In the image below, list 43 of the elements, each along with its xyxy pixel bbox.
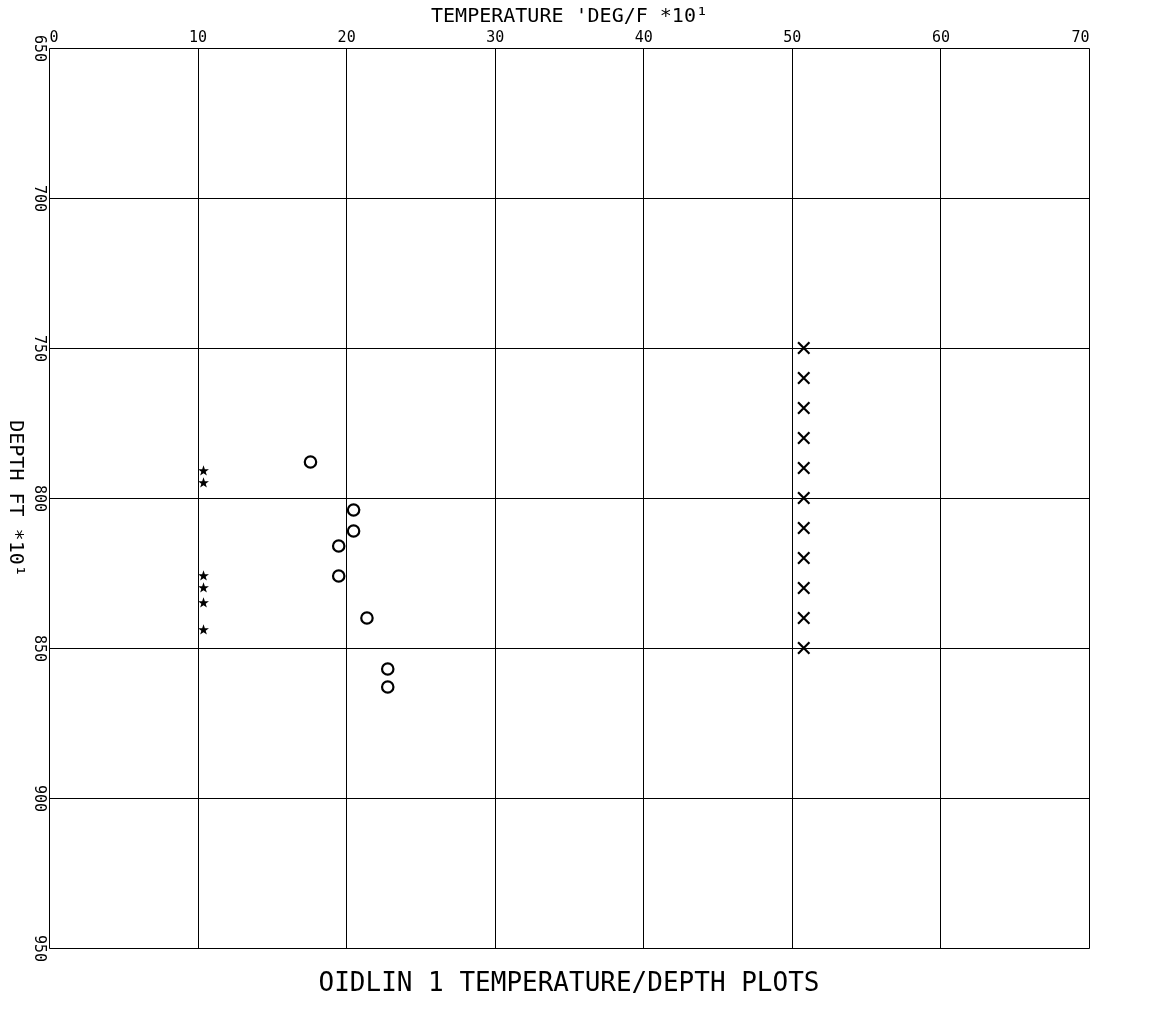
point (796, 461, 811, 475)
x-tick-label: 60 (931, 27, 950, 46)
point (796, 581, 811, 595)
point (796, 401, 811, 415)
x-tick-label: 20 (337, 27, 356, 46)
point (331, 569, 346, 583)
point (198, 624, 209, 635)
x-tick-label: 0 (49, 27, 59, 46)
point (796, 611, 811, 625)
point (198, 582, 209, 593)
point (796, 341, 811, 355)
y-tick-label: 700 (30, 184, 49, 213)
x-tick-label: 40 (634, 27, 653, 46)
y-axis-title: DEPTH FT *10¹ (4, 420, 29, 577)
y-tick-label: 800 (30, 484, 49, 513)
point (198, 597, 209, 608)
x-tick-label: 50 (783, 27, 802, 46)
point (198, 570, 209, 581)
x-tick-label: 10 (189, 27, 208, 46)
point (796, 551, 811, 565)
point (796, 491, 811, 505)
point (796, 641, 811, 655)
point (346, 524, 361, 538)
point (360, 611, 374, 625)
point (380, 662, 395, 676)
text: OIDLIN 1 TEMPERATURE/DEPTH PLOTS (318, 966, 820, 997)
point (796, 431, 811, 445)
point (303, 455, 318, 469)
point (198, 477, 209, 488)
point (346, 503, 361, 517)
x-tick-label: 30 (486, 27, 505, 46)
point (380, 680, 395, 694)
point (796, 521, 811, 535)
point (331, 539, 346, 553)
point (796, 371, 811, 385)
x-tick-label: 70 (1071, 27, 1090, 46)
y-tick-label: 650 (30, 34, 49, 63)
y-tick-label: 850 (30, 634, 49, 663)
y-tick-label: 950 (30, 934, 49, 963)
point (198, 465, 209, 476)
y-tick-label: 900 (30, 784, 49, 813)
x-axis-title: TEMPERATURE 'DEG/F *10¹ (431, 2, 708, 27)
y-tick-label: 750 (30, 334, 49, 363)
